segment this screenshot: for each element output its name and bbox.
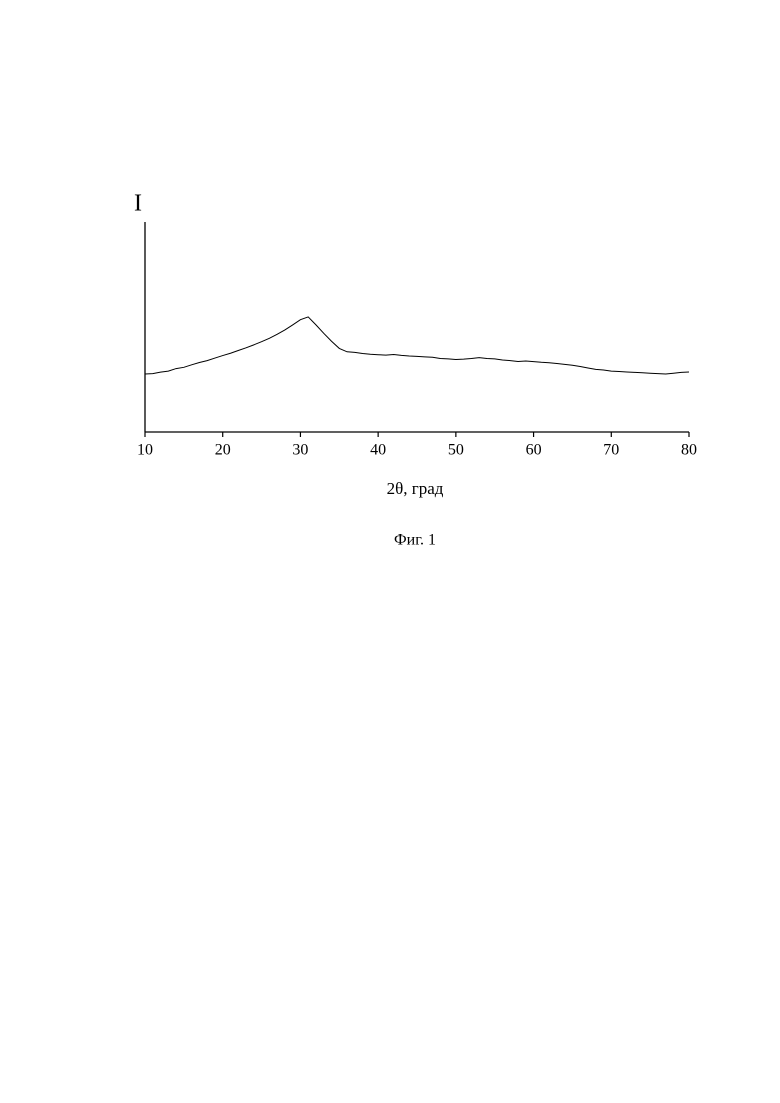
x-tick-label: 40	[370, 442, 386, 459]
x-tick-label: 20	[215, 442, 231, 459]
page: {"chart_data": {"type": "line", "ylabel"…	[0, 0, 780, 1103]
chart: I 2θ, град Фиг. 1 10 20 30 40 50 60 70 80	[0, 0, 780, 1103]
caption: Фиг. 1	[394, 532, 436, 549]
x-axis-label: 2θ, град	[387, 479, 444, 498]
y-axis-label: I	[134, 191, 142, 217]
x-tick-label: 70	[603, 442, 619, 459]
x-tick-label: 80	[681, 442, 697, 459]
data-line	[145, 317, 689, 374]
x-tick-label: 30	[292, 442, 308, 459]
x-tick-label: 10	[137, 442, 153, 459]
x-tick-label: 60	[526, 442, 542, 459]
x-tick-label: 50	[448, 442, 464, 459]
